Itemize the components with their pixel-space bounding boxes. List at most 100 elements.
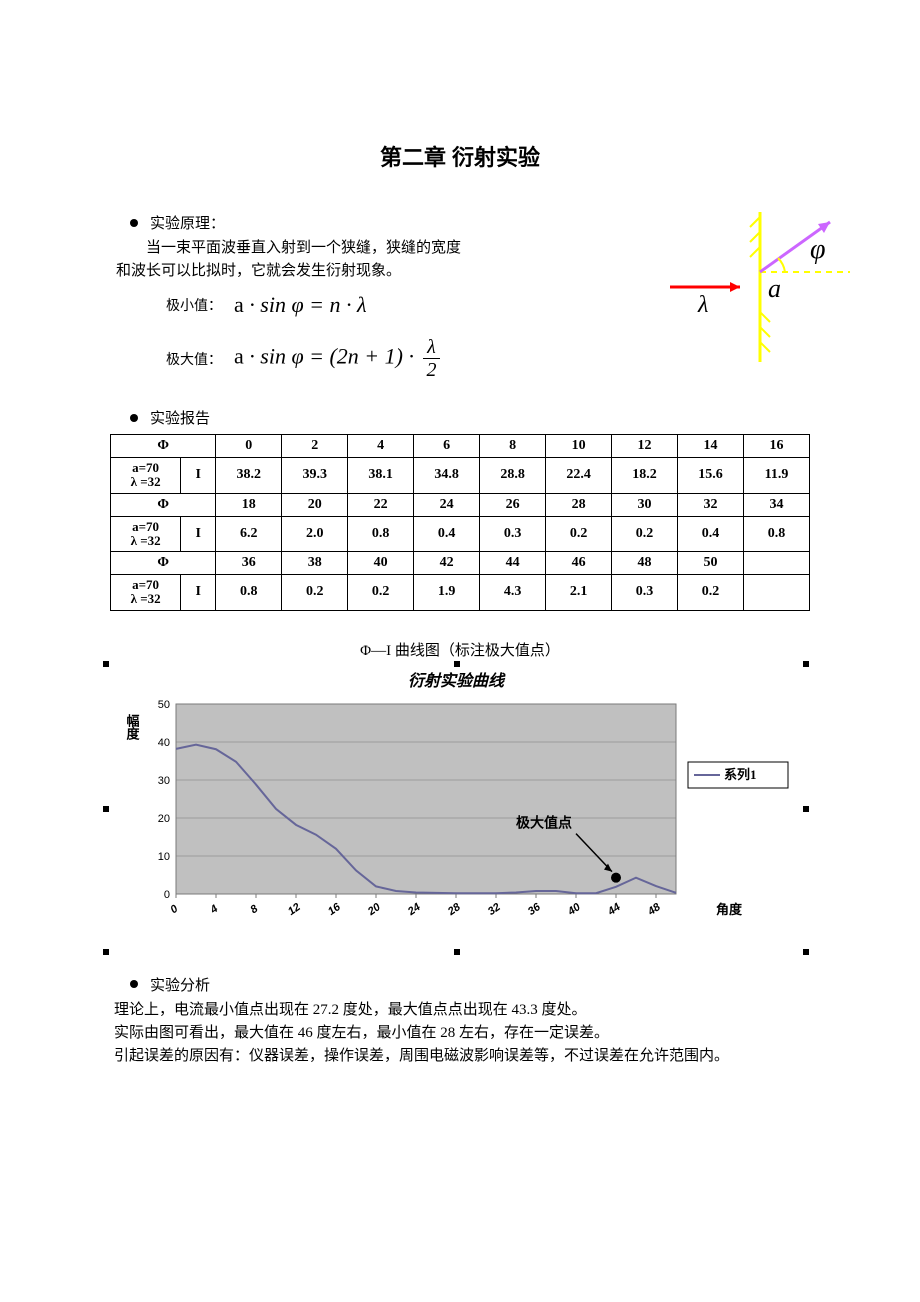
diagram-a-label: a [768,274,781,303]
I-label: I [181,516,216,552]
I-cell: 38.1 [348,458,414,494]
svg-text:36: 36 [526,900,544,917]
I-label: I [181,575,216,611]
principle-head-text: 实验原理： [150,212,225,233]
svg-text:衍射实验曲线: 衍射实验曲线 [408,672,506,690]
I-cell: 2.1 [546,575,612,611]
page-title: 第二章 衍射实验 [110,140,810,172]
phi-cell: 0 [216,435,282,458]
diagram-phi-label: φ [810,234,826,265]
analysis-block: 理论上，电流最小值点出现在 27.2 度处，最大值点点出现在 43.3 度处。 … [110,999,810,1069]
I-cell [744,575,810,611]
phi-cell: 22 [348,493,414,516]
svg-text:10: 10 [158,851,170,863]
svg-text:24: 24 [405,901,423,918]
svg-text:32: 32 [486,901,503,918]
phi-cell: 42 [414,552,480,575]
I-cell: 28.8 [480,458,546,494]
I-cell: 0.2 [546,516,612,552]
svg-text:16: 16 [326,900,344,917]
max-formula: a · sin φ = (2n + 1) · λ 2 [234,336,443,381]
svg-text:50: 50 [158,699,170,711]
analysis-p1: 理论上，电流最小值点出现在 27.2 度处，最大值点点出现在 43.3 度处。 [114,999,810,1022]
phi-cell: 20 [282,493,348,516]
phi-header: Φ [111,552,216,575]
phi-header: Φ [111,493,216,516]
I-cell: 0.2 [678,575,744,611]
svg-text:20: 20 [365,900,383,918]
phi-cell: 10 [546,435,612,458]
svg-text:20: 20 [158,813,170,825]
I-cell: 0.2 [282,575,348,611]
phi-cell: 36 [216,552,282,575]
I-cell: 0.2 [348,575,414,611]
min-label: 极小值： [166,295,222,315]
I-cell: 11.9 [744,458,810,494]
data-table: Φ0246810121416a=70λ =32I38.239.338.134.8… [110,434,810,611]
diagram-lambda-label: λ [697,292,708,318]
phi-cell: 40 [348,552,414,575]
frac-den: 2 [422,359,440,381]
phi-cell: 30 [612,493,678,516]
svg-text:系列1: 系列1 [724,767,757,782]
analysis-head-text: 实验分析 [150,974,210,995]
phi-cell: 16 [744,435,810,458]
I-cell: 1.9 [414,575,480,611]
phi-header: Φ [111,435,216,458]
I-cell: 38.2 [216,458,282,494]
I-cell: 6.2 [216,516,282,552]
phi-cell: 12 [612,435,678,458]
frac-num: λ [423,336,440,359]
analysis-p2: 实际由图可看出，最大值在 46 度左右，最小值在 28 左右，存在一定误差。 [114,1022,810,1045]
row-params: a=70λ =32 [111,575,181,611]
svg-text:30: 30 [158,775,170,787]
I-cell: 0.4 [414,516,480,552]
I-label: I [181,458,216,494]
phi-cell: 26 [480,493,546,516]
phi-cell: 8 [480,435,546,458]
phi-cell: 24 [414,493,480,516]
svg-text:28: 28 [445,900,463,918]
analysis-p3: 引起误差的原因有：仪器误差，操作误差，周围电磁波影响误差等，不过误差在允许范围内… [114,1045,810,1068]
phi-cell: 48 [612,552,678,575]
row-params: a=70λ =32 [111,516,181,552]
bullet-icon [130,414,138,422]
svg-text:48: 48 [645,900,663,918]
svg-text:幅度: 幅度 [125,713,140,741]
svg-text:44: 44 [605,901,623,918]
phi-cell: 2 [282,435,348,458]
svg-text:角度: 角度 [716,902,743,917]
I-cell: 0.3 [612,575,678,611]
chart-caption: Φ—I 曲线图（标注极大值点） [110,639,810,660]
I-cell: 0.2 [612,516,678,552]
phi-cell: 4 [348,435,414,458]
phi-cell: 6 [414,435,480,458]
phi-cell: 32 [678,493,744,516]
I-cell: 18.2 [612,458,678,494]
phi-cell: 14 [678,435,744,458]
min-formula: a · sin φ = n · λ [234,292,367,318]
phi-cell: 50 [678,552,744,575]
report-head-text: 实验报告 [150,407,210,428]
svg-text:40: 40 [158,737,170,749]
section-report-head: 实验报告 [110,407,810,428]
I-cell: 0.8 [348,516,414,552]
slit-diagram: a λ φ [650,202,860,372]
I-cell: 22.4 [546,458,612,494]
phi-cell: 18 [216,493,282,516]
phi-cell: 44 [480,552,546,575]
svg-text:0: 0 [168,902,181,916]
phi-cell: 34 [744,493,810,516]
phi-cell: 46 [546,552,612,575]
I-cell: 4.3 [480,575,546,611]
bullet-icon [130,219,138,227]
I-cell: 0.8 [744,516,810,552]
section-analysis-head: 实验分析 [110,974,810,995]
row-params: a=70λ =32 [111,458,181,494]
svg-text:8: 8 [248,902,261,916]
phi-cell [744,552,810,575]
svg-text:0: 0 [164,889,170,901]
chart: 衍射实验曲线幅度01020304050048121620242832364044… [106,664,806,954]
I-cell: 39.3 [282,458,348,494]
I-cell: 34.8 [414,458,480,494]
